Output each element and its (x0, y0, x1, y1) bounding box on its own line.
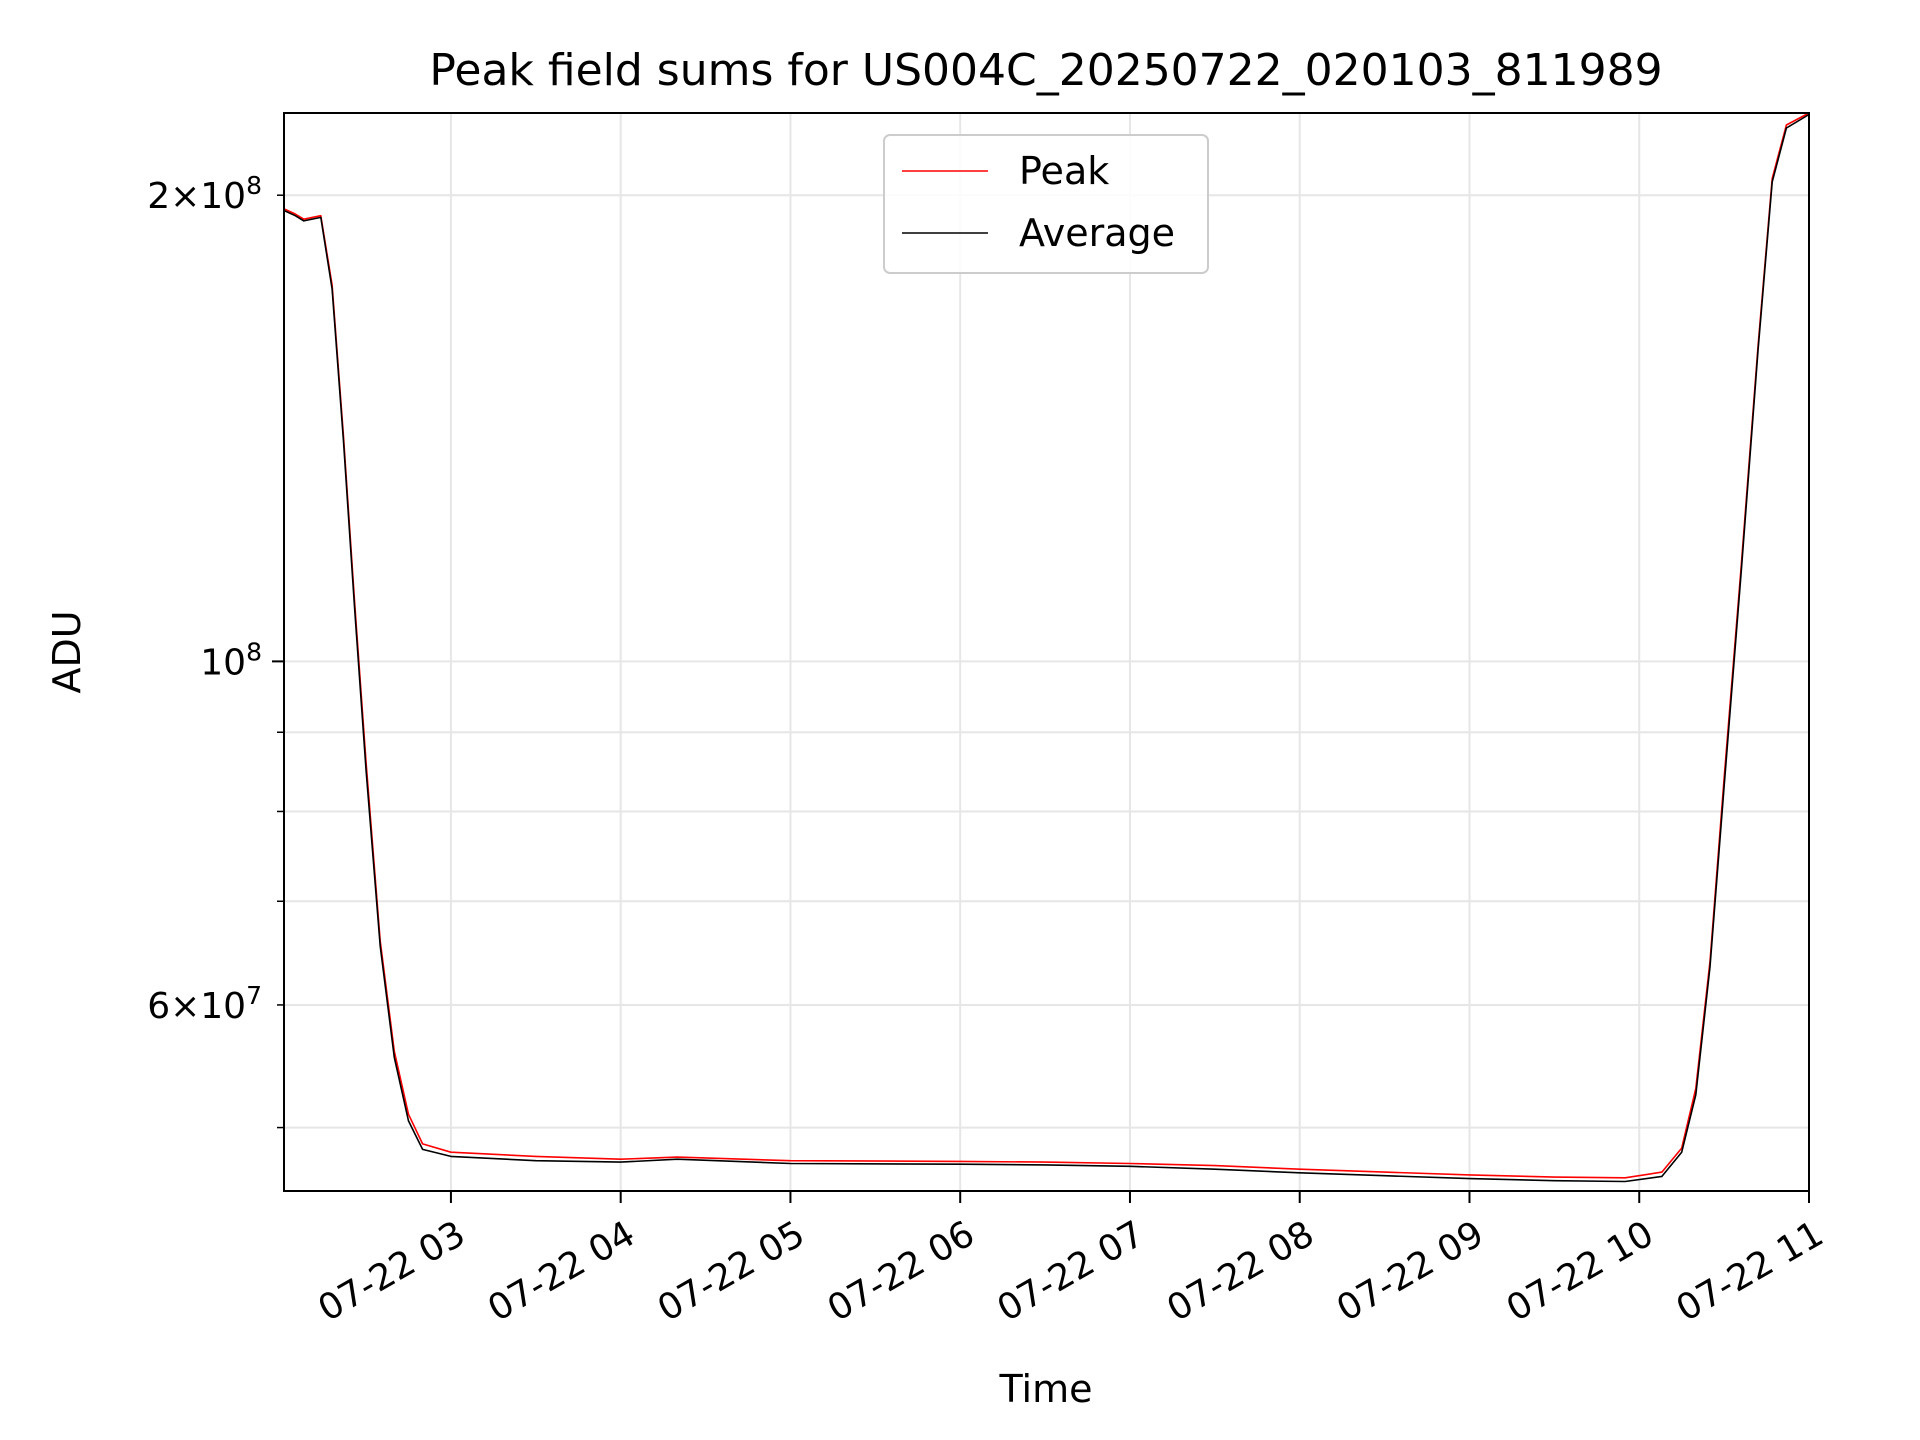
legend: Peak Average (883, 134, 1209, 274)
y-tick-label: 6×107 (147, 981, 262, 1027)
legend-label-average: Average (1019, 211, 1175, 255)
y-axis-label: ADU (45, 610, 89, 693)
series-line-average (283, 113, 1810, 1183)
legend-box (883, 134, 1209, 274)
x-axis-label: Time (999, 1367, 1093, 1411)
series-layer (283, 112, 1810, 1183)
y-tick-label: 108 (200, 637, 262, 683)
chart-title: Peak field sums for US004C_20250722_0201… (429, 45, 1662, 96)
grid-layer (284, 113, 1810, 1191)
plot-frame (283, 112, 1810, 1192)
legend-label-peak: Peak (1019, 149, 1109, 193)
y-tick-label: 2×108 (147, 171, 262, 217)
